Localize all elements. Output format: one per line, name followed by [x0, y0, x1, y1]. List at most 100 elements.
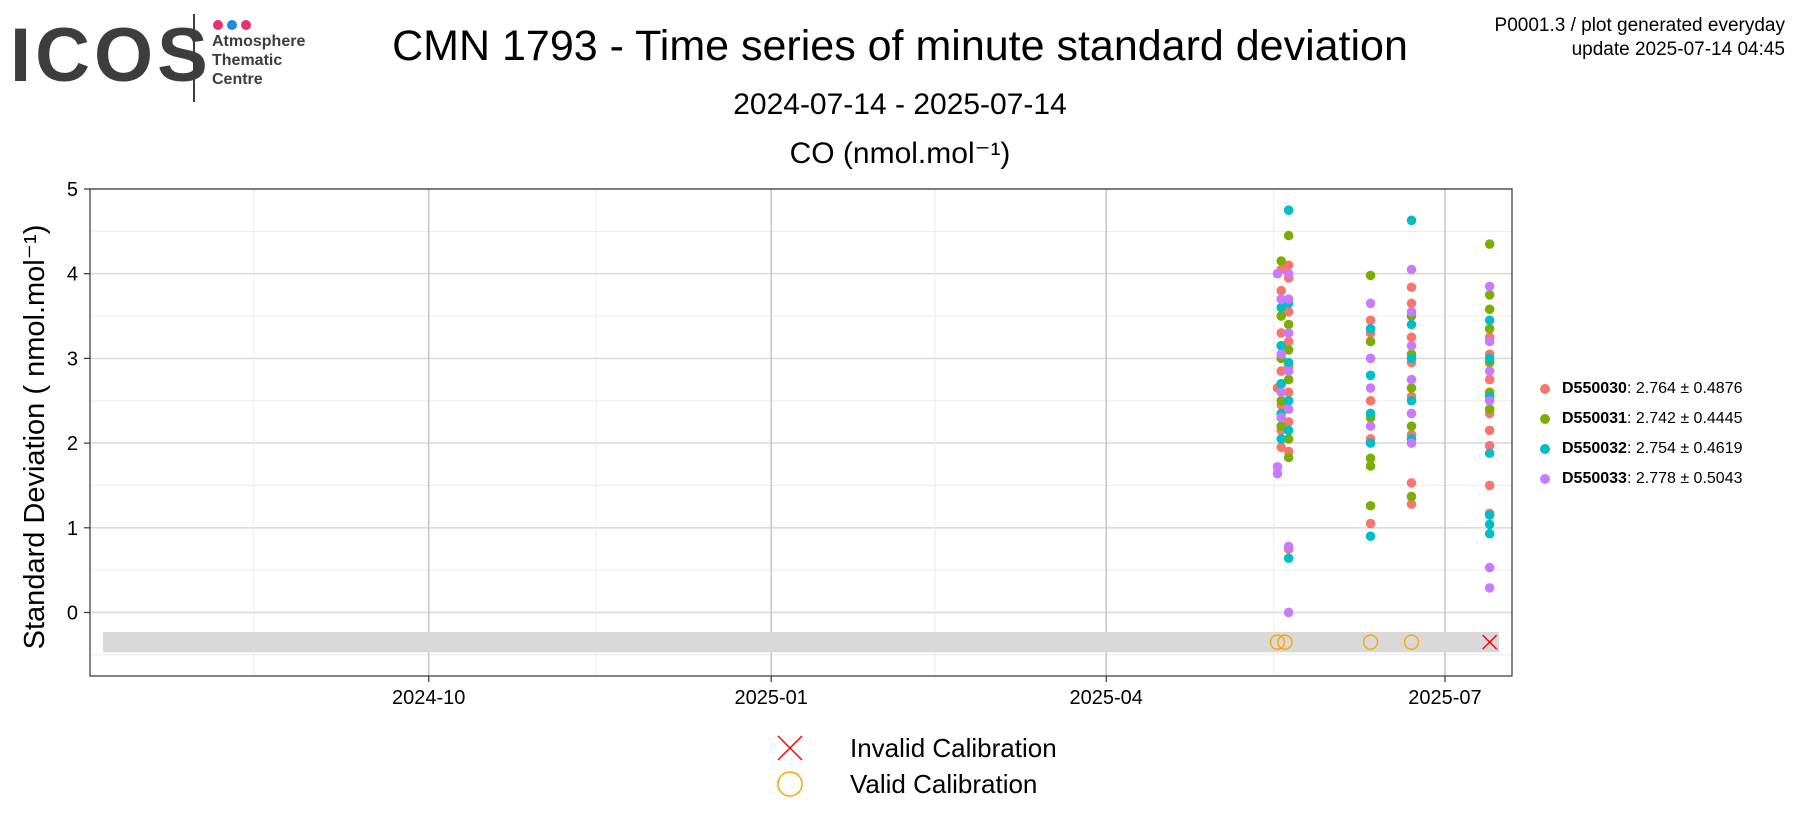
data-point	[1484, 519, 1495, 530]
y-tick-label: 0	[67, 602, 78, 624]
logo-divider	[193, 14, 195, 102]
y-tick-label: 5	[67, 179, 78, 201]
data-point	[1283, 294, 1294, 304]
data-point	[1276, 366, 1287, 376]
data-point	[1276, 379, 1287, 389]
icos-logo: ICOS Atmosphere Thematic Centre	[10, 14, 340, 104]
data-point	[1365, 408, 1376, 419]
data-point	[1406, 421, 1417, 431]
legend-series-name: D550032	[1562, 440, 1627, 457]
data-point	[1276, 311, 1287, 321]
data-point	[1276, 412, 1287, 423]
data-point	[1276, 349, 1287, 359]
legend-series-stats: : 2.754 ± 0.4619	[1626, 440, 1743, 457]
data-point	[1406, 491, 1417, 502]
data-point	[1365, 323, 1376, 334]
legend-label: Valid Calibration	[850, 768, 1038, 799]
data-point	[1406, 383, 1417, 393]
data-point	[1484, 366, 1495, 376]
legend-series-name: D550031	[1562, 410, 1627, 427]
legend-item: Valid Calibration	[770, 766, 1057, 802]
legend-item: D550030: 2.764 ± 0.4876	[1540, 374, 1743, 404]
plot-info-line: P0001.3 / plot generated everyday	[1494, 15, 1785, 36]
data-point	[1406, 478, 1417, 488]
data-point	[1365, 500, 1376, 511]
data-point	[1365, 518, 1376, 529]
data-point	[1365, 395, 1376, 406]
logo-sub-line: Centre	[212, 71, 263, 88]
data-point	[1283, 395, 1294, 406]
data-point	[1276, 442, 1287, 453]
legend-dot-icon	[1540, 384, 1550, 394]
data-point	[1365, 370, 1376, 381]
data-point	[1283, 387, 1294, 398]
invalid-calibration-cross-icon	[777, 735, 803, 761]
logo-subtitle: Atmosphere Thematic Centre	[212, 32, 305, 89]
data-point	[1283, 230, 1294, 241]
legend-dot-icon	[1540, 414, 1550, 424]
data-point	[1484, 480, 1495, 491]
data-point	[1276, 285, 1287, 296]
data-point	[1276, 340, 1287, 351]
data-point	[1276, 421, 1287, 431]
data-point	[1406, 264, 1417, 275]
data-point	[1406, 340, 1417, 351]
legend-item: Invalid Calibration	[770, 730, 1057, 766]
y-tick-label: 4	[67, 264, 78, 286]
data-point	[1406, 319, 1417, 330]
x-axis-ticks: 2024-10 2025-01 2025-04 2025-07	[392, 676, 1482, 709]
legend-series-name: D550033	[1562, 470, 1627, 487]
legend-item: D550031: 2.742 ± 0.4445	[1540, 404, 1743, 434]
data-point	[1406, 408, 1417, 419]
data-point	[1276, 294, 1287, 304]
data-point	[1365, 453, 1376, 464]
calibration-band	[103, 631, 1499, 653]
data-point	[1484, 448, 1495, 459]
data-point	[1283, 366, 1294, 376]
logo-wordmark: ICOS	[10, 13, 212, 98]
legend-series-stats: : 2.742 ± 0.4445	[1626, 410, 1743, 427]
data-point	[1283, 417, 1294, 427]
data-point	[1484, 562, 1495, 573]
y-tick-label: 2	[67, 433, 78, 455]
logo-dot	[241, 20, 251, 30]
data-point	[1283, 319, 1294, 330]
data-point	[1365, 421, 1376, 431]
plot-panel	[90, 189, 1512, 676]
data-point	[1283, 425, 1294, 436]
data-point	[1365, 383, 1376, 393]
y-tick-label: 3	[67, 348, 78, 370]
legend-item: D550032: 2.754 ± 0.4619	[1540, 434, 1743, 464]
data-point	[1283, 452, 1294, 463]
data-point	[1283, 357, 1294, 368]
data-point	[1484, 336, 1495, 347]
logo-sub-line: Thematic	[212, 52, 283, 69]
x-tick-label: 2024-10	[392, 687, 465, 709]
data-point	[1406, 282, 1417, 293]
data-point	[1365, 353, 1376, 364]
data-point	[1484, 353, 1495, 364]
date-range-subtitle: 2024-07-14 - 2025-07-14	[733, 88, 1067, 121]
data-point	[1406, 353, 1417, 364]
data-point	[1283, 404, 1294, 415]
data-point	[1365, 531, 1376, 542]
logo-dot	[213, 20, 223, 30]
x-tick-label: 2025-07	[1408, 687, 1481, 709]
data-point	[1484, 583, 1495, 593]
data-point	[1283, 328, 1294, 338]
data-point	[1276, 434, 1287, 444]
data-point	[1365, 315, 1376, 326]
valid-calibration-marker	[1362, 634, 1379, 650]
data-point	[1276, 395, 1287, 406]
data-point	[1484, 395, 1495, 406]
data-point	[1484, 440, 1495, 451]
chart-title: CO (nmol.mol⁻¹)	[789, 137, 1011, 170]
logo-sub-line: Atmosphere	[212, 33, 306, 50]
data-point	[1484, 290, 1495, 300]
data-point	[1272, 462, 1283, 472]
data-point	[1484, 404, 1495, 415]
data-point	[1406, 332, 1417, 343]
data-point	[1365, 270, 1376, 281]
series-legend: D550030: 2.764 ± 0.4876 D550031: 2.742 ±…	[1540, 374, 1743, 494]
